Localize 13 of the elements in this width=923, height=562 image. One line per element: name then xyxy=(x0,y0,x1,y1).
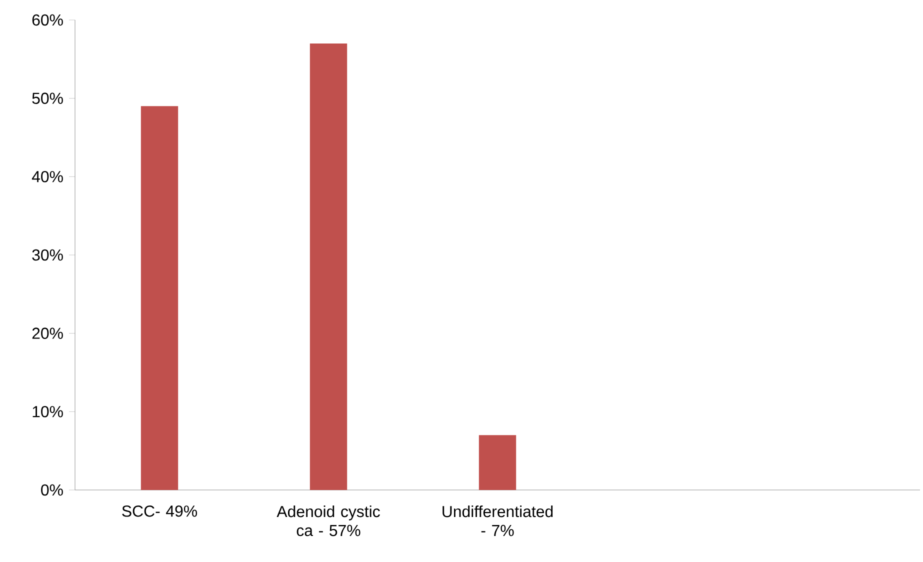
x-tick-label: SCC- 49% xyxy=(122,506,198,517)
y-tick-label: 30% xyxy=(32,249,63,261)
y-tick-label: 10% xyxy=(32,406,63,418)
y-tick-label: 60% xyxy=(32,14,63,26)
x-tick-label: Adenoid cystic ca - 57% xyxy=(276,506,380,536)
bar xyxy=(140,106,178,490)
y-tick-label: 50% xyxy=(32,92,63,104)
x-tick-label: Undifferentiated - 7% xyxy=(442,506,553,536)
bar xyxy=(478,435,516,490)
bar xyxy=(310,43,348,490)
y-tick-label: 20% xyxy=(32,328,63,339)
y-tick-label: 40% xyxy=(32,171,63,182)
y-tick-label: 0% xyxy=(41,484,63,496)
